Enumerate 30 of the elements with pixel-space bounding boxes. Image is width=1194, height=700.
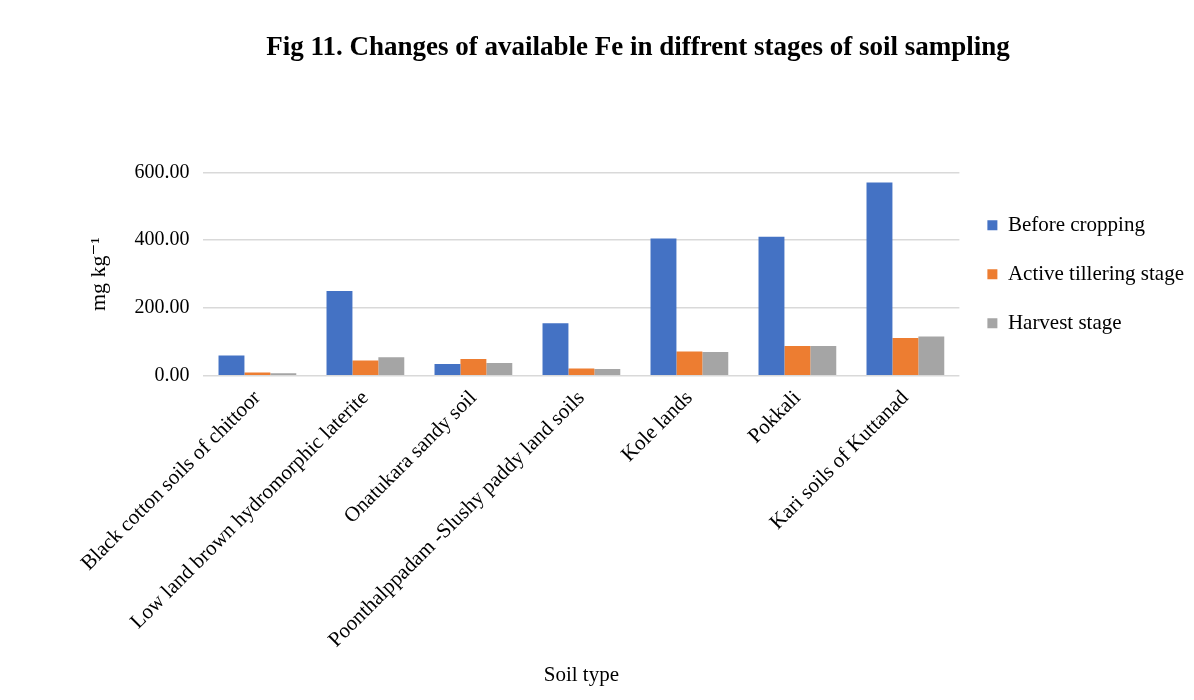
bar — [650, 238, 677, 376]
y-axis-title: mg kg⁻¹ — [84, 237, 110, 312]
bar — [352, 360, 379, 376]
bar — [568, 368, 595, 376]
bar — [866, 182, 893, 376]
y-tick-label: 400.00 — [134, 227, 190, 250]
legend-label: Harvest stage — [1007, 309, 1122, 334]
legend-label: Active tillering stage — [1007, 260, 1185, 285]
chart-title: Fig 11. Changes of available Fe in diffrent stages of soil sampling — [266, 31, 1011, 62]
bar — [594, 369, 621, 376]
x-axis-title: Soil type — [543, 661, 620, 686]
bar — [486, 362, 513, 376]
bar — [218, 355, 245, 376]
bar — [676, 351, 703, 376]
legend-label: Before cropping — [1007, 211, 1146, 236]
bar — [378, 357, 405, 376]
bar — [918, 336, 945, 376]
bar — [244, 372, 271, 376]
y-tick-label: 600.00 — [134, 159, 190, 182]
bar — [434, 363, 461, 376]
y-tick-label: 0.00 — [154, 363, 190, 386]
bar — [460, 358, 487, 376]
bar — [892, 337, 919, 376]
bar — [784, 346, 811, 376]
y-tick-label: 200.00 — [134, 295, 190, 318]
bar — [542, 323, 569, 376]
bar — [326, 291, 353, 376]
bar — [810, 346, 837, 376]
bar — [702, 352, 729, 376]
bar — [758, 236, 785, 376]
